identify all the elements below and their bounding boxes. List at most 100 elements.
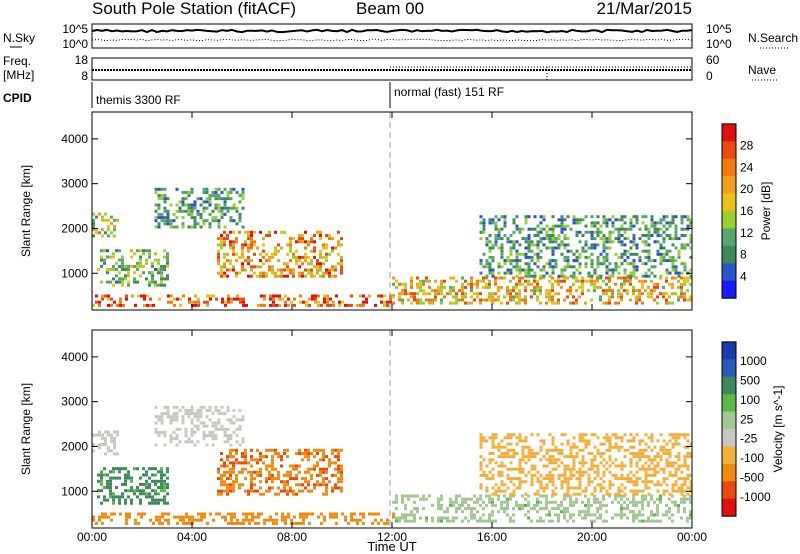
velocity-cell (250, 470, 253, 474)
power-cell (286, 265, 289, 269)
power-cell (518, 292, 521, 296)
velocity-cell (334, 455, 337, 459)
power-cell (238, 200, 242, 204)
power-cell (163, 255, 166, 259)
power-cell (650, 221, 654, 225)
velocity-cell (572, 436, 576, 440)
power-cell (668, 224, 672, 228)
power-cell (455, 301, 458, 305)
velocity-cell (316, 480, 319, 484)
velocity-cell (220, 480, 223, 484)
velocity-cell (176, 521, 179, 525)
velocity-cell (608, 483, 612, 487)
power-cell (226, 259, 229, 263)
power-cell (253, 240, 256, 244)
power-cell (256, 274, 259, 278)
velocity-cell (569, 503, 572, 507)
power-cell (650, 271, 654, 275)
power-cell (316, 268, 319, 272)
power-cell (98, 212, 101, 216)
velocity-cell (638, 467, 642, 471)
velocity-cell (217, 492, 220, 496)
velocity-cell (259, 467, 262, 471)
velocity-cell (437, 519, 440, 523)
power-cell (599, 230, 603, 234)
power-cell (127, 264, 130, 268)
power-cell (166, 264, 169, 268)
velocity-cell (641, 507, 644, 511)
velocity-cell (223, 473, 226, 477)
power-cell (536, 282, 539, 286)
velocity-cell (227, 521, 230, 525)
velocity-colorbar-tick: -500 (740, 470, 764, 484)
power-cell (145, 258, 148, 262)
power-cell (632, 265, 636, 269)
velocity-cell (566, 483, 570, 487)
power-cell (671, 268, 675, 272)
power-cell (146, 294, 149, 298)
power-cell (452, 276, 455, 280)
power-cell (596, 276, 599, 280)
velocity-cell (668, 516, 671, 520)
velocity-cell (416, 507, 419, 511)
velocity-cell (268, 464, 271, 468)
power-cell (674, 292, 677, 296)
power-cell (175, 216, 179, 220)
power-cell (119, 297, 122, 301)
velocity-cell (650, 439, 654, 443)
velocity-cell (302, 512, 305, 516)
velocity-cell (229, 489, 232, 493)
power-cell (149, 297, 152, 301)
power-cell (211, 219, 215, 223)
power-cell (250, 234, 253, 237)
velocity-cell (163, 479, 166, 483)
velocity-cell (124, 476, 127, 480)
velocity-cell (115, 486, 118, 489)
velocity-cell (461, 510, 464, 514)
power-cell (551, 252, 555, 256)
power-cell (103, 249, 106, 253)
power-cell (154, 283, 157, 287)
power-cell (569, 301, 572, 305)
velocity-cell (530, 507, 533, 511)
velocity-cell (101, 436, 104, 440)
velocity-cell (641, 494, 644, 498)
velocity-cell (322, 455, 325, 459)
velocity-cell (530, 452, 534, 455)
velocity-cell (449, 500, 452, 504)
velocity-cell (320, 521, 323, 525)
velocity-cell (134, 521, 137, 525)
power-cell (524, 274, 528, 278)
power-cell (479, 221, 483, 225)
power-cell (623, 221, 627, 225)
power-cell (449, 289, 452, 293)
velocity-cell (254, 515, 257, 519)
velocity-cell (641, 452, 645, 455)
velocity-cell (584, 494, 587, 498)
power-cell (497, 230, 501, 234)
velocity-cell (668, 461, 672, 465)
velocity-cell (560, 503, 563, 507)
velocity-cell (569, 470, 573, 474)
velocity-cell (286, 455, 289, 459)
power-cell (340, 268, 343, 272)
velocity-cell (121, 467, 124, 471)
velocity-cell (109, 479, 112, 483)
velocity-cell (596, 497, 599, 501)
power-cell (488, 240, 492, 244)
velocity-cell (226, 492, 229, 496)
velocity-cell (554, 461, 558, 465)
power-cell (509, 252, 513, 256)
power-cell (560, 279, 563, 283)
power-cell (455, 292, 458, 296)
power-cell (545, 262, 549, 266)
power-cell (250, 268, 253, 272)
velocity-cell (689, 486, 693, 490)
velocity-cell (548, 458, 552, 462)
velocity-cell (530, 464, 534, 468)
velocity-cell (148, 476, 151, 480)
velocity-cell (331, 448, 334, 452)
power-cell (500, 255, 504, 259)
velocity-cell (641, 513, 644, 517)
